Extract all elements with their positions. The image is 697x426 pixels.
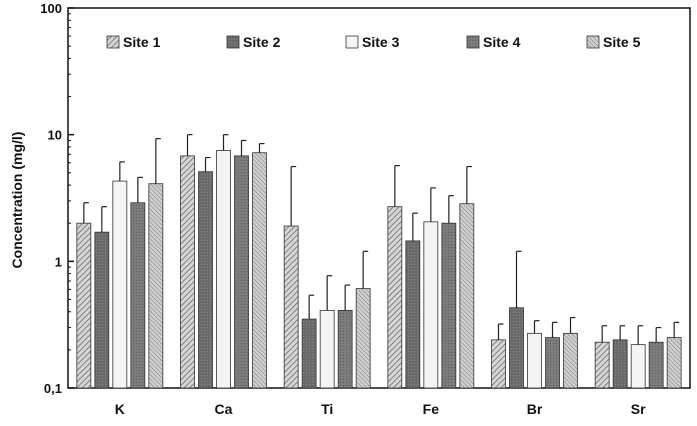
legend-swatch bbox=[586, 35, 600, 49]
legend-item: Site 5 bbox=[586, 34, 641, 50]
x-tick-label: Br bbox=[527, 401, 543, 417]
bar bbox=[527, 332, 542, 389]
legend-swatch bbox=[226, 35, 240, 49]
legend-label: Site 1 bbox=[123, 34, 161, 50]
bar bbox=[252, 152, 267, 389]
bar bbox=[198, 171, 213, 389]
bar bbox=[666, 337, 682, 389]
bars bbox=[76, 134, 682, 389]
bar bbox=[648, 341, 664, 389]
bar bbox=[130, 202, 146, 389]
legend-item: Site 2 bbox=[226, 34, 281, 50]
bar bbox=[459, 203, 475, 389]
legend-swatch bbox=[466, 35, 480, 49]
bar bbox=[405, 240, 421, 389]
bar bbox=[337, 309, 353, 389]
legend-item: Site 4 bbox=[466, 34, 521, 50]
y-tick-label: 10 bbox=[48, 128, 62, 143]
bar bbox=[112, 180, 128, 389]
legend-label: Site 5 bbox=[603, 34, 641, 50]
y-axis-title: Concentration (mg/l) bbox=[9, 132, 25, 269]
bar bbox=[612, 339, 628, 389]
bar bbox=[94, 231, 110, 389]
x-tick-label: Fe bbox=[423, 401, 440, 417]
y-tick-label: 1 bbox=[55, 254, 62, 269]
x-tick-label: Sr bbox=[631, 401, 646, 417]
bar bbox=[216, 150, 231, 389]
x-axis: K Ca Ti Fe Br Sr bbox=[115, 401, 646, 417]
x-tick-label: Ca bbox=[215, 401, 233, 417]
plot-border bbox=[67, 7, 691, 389]
bar bbox=[234, 155, 249, 389]
bar bbox=[594, 341, 610, 389]
bar bbox=[180, 155, 195, 389]
y-tick-label: 100 bbox=[40, 1, 62, 16]
bar bbox=[630, 344, 646, 389]
x-tick-label: K bbox=[115, 401, 125, 417]
bar bbox=[441, 222, 457, 389]
plot-frame bbox=[67, 7, 691, 389]
bar bbox=[563, 332, 578, 389]
bar bbox=[76, 222, 92, 389]
bar bbox=[283, 225, 299, 389]
legend-swatch bbox=[106, 35, 120, 49]
bar bbox=[355, 288, 371, 389]
legend: Site 1 Site 2 Site 3 Site 4 Site 5 bbox=[106, 34, 641, 50]
legend-item: Site 1 bbox=[106, 34, 161, 50]
bar bbox=[148, 183, 164, 389]
legend-swatch bbox=[345, 35, 359, 49]
bar bbox=[491, 339, 506, 389]
legend-label: Site 4 bbox=[483, 34, 521, 50]
bar bbox=[423, 221, 439, 389]
legend-label: Site 3 bbox=[362, 34, 400, 50]
legend-item: Site 3 bbox=[345, 34, 400, 50]
bar bbox=[387, 206, 403, 389]
y-axis: 0,1 1 10 100 bbox=[40, 1, 74, 396]
bar bbox=[301, 318, 317, 389]
y-tick-label: 0,1 bbox=[44, 381, 62, 396]
x-tick-label: Ti bbox=[321, 401, 333, 417]
legend-label: Site 2 bbox=[243, 34, 281, 50]
bar bbox=[509, 307, 524, 389]
bar bbox=[319, 309, 335, 389]
bar bbox=[545, 337, 560, 389]
